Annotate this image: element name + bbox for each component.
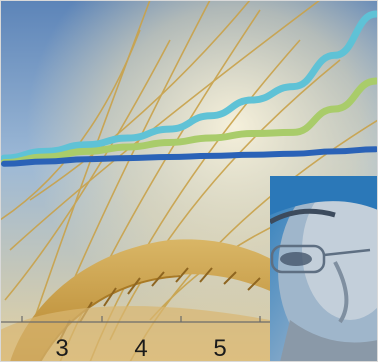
series-line-2 [0,77,378,167]
wheat-ear [0,239,290,362]
portrait-inset [270,176,378,362]
x-tick-label-3: 3 [55,335,68,362]
series-line-1 [0,10,378,162]
series-lines [0,10,378,167]
x-tick-label-5: 5 [213,335,226,362]
x-tick-label-4: 4 [134,335,147,362]
series-line-3 [1,146,378,167]
